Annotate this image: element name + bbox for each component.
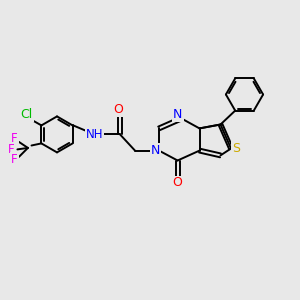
Text: Cl: Cl: [20, 108, 32, 121]
Text: O: O: [114, 103, 123, 116]
Text: S: S: [232, 142, 240, 155]
Text: F: F: [8, 143, 15, 156]
Text: N: N: [151, 144, 160, 157]
Text: NH: NH: [86, 128, 103, 141]
Text: O: O: [173, 176, 182, 190]
Text: F: F: [11, 132, 18, 146]
Text: N: N: [173, 107, 183, 121]
Text: F: F: [11, 153, 18, 167]
